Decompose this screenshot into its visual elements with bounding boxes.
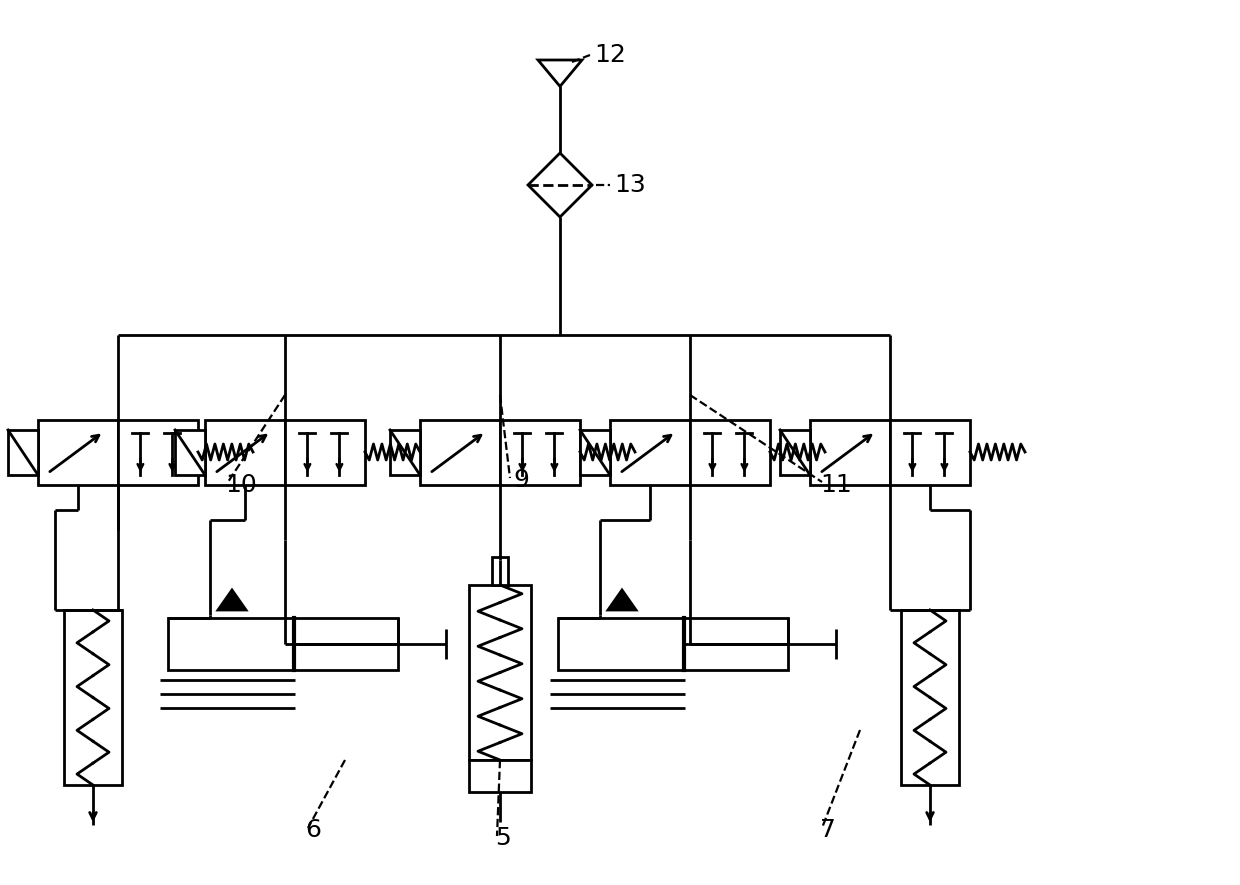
Text: 6: 6: [305, 818, 321, 842]
Polygon shape: [528, 153, 591, 217]
Bar: [420, 420, 500, 485]
Bar: [469, 760, 531, 792]
Bar: [285, 420, 365, 485]
Bar: [689, 420, 770, 485]
Polygon shape: [538, 60, 582, 87]
Bar: [64, 610, 122, 785]
Bar: [469, 585, 531, 760]
Bar: [780, 430, 810, 475]
Polygon shape: [608, 590, 636, 610]
Text: 5: 5: [495, 826, 511, 850]
Bar: [7, 430, 38, 475]
Bar: [558, 618, 787, 670]
Bar: [175, 430, 205, 475]
Polygon shape: [218, 590, 246, 610]
Text: 11: 11: [820, 473, 852, 497]
Bar: [492, 557, 508, 585]
Text: 9: 9: [513, 468, 529, 492]
Bar: [890, 420, 970, 485]
Bar: [610, 420, 689, 485]
Bar: [391, 430, 420, 475]
Bar: [38, 420, 118, 485]
Bar: [118, 420, 198, 485]
Bar: [205, 420, 285, 485]
Text: 10: 10: [224, 473, 257, 497]
Bar: [167, 618, 398, 670]
Text: 12: 12: [594, 43, 626, 67]
Bar: [580, 430, 610, 475]
Text: 13: 13: [614, 173, 646, 197]
Bar: [810, 420, 890, 485]
Bar: [901, 610, 959, 785]
Bar: [500, 420, 580, 485]
Text: 7: 7: [820, 818, 836, 842]
